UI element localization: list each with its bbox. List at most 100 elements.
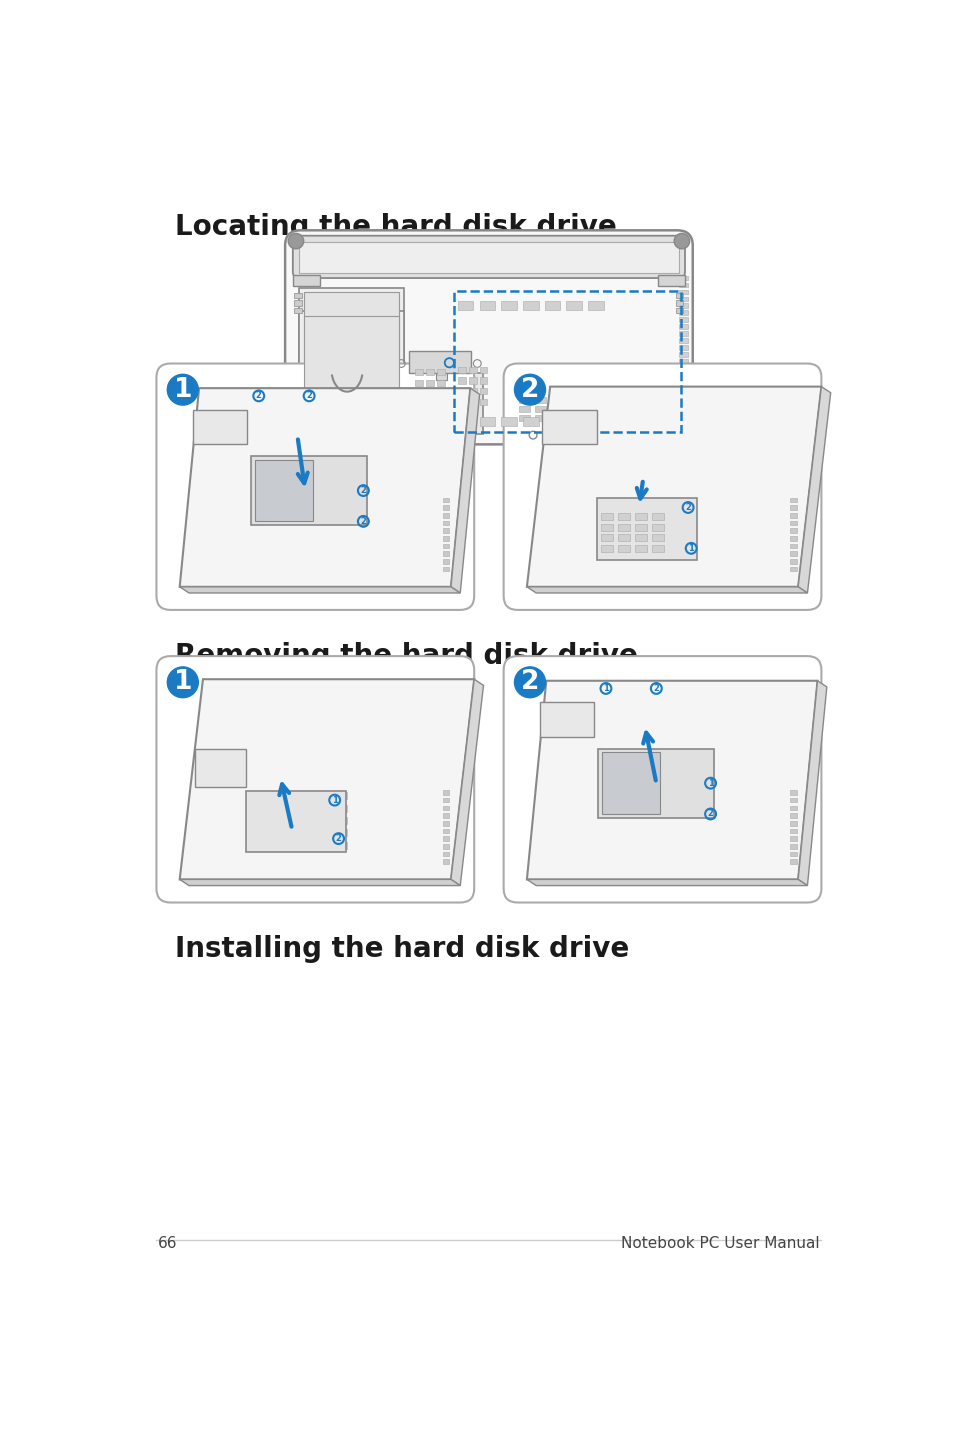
Text: 2: 2 xyxy=(306,391,312,400)
Text: 2: 2 xyxy=(335,834,341,843)
Bar xyxy=(617,545,629,552)
Bar xyxy=(443,567,449,571)
Bar xyxy=(443,513,449,518)
Bar xyxy=(193,410,247,444)
Bar xyxy=(790,498,796,502)
Bar xyxy=(500,301,517,311)
Bar xyxy=(415,401,422,407)
Bar xyxy=(679,311,687,315)
Bar xyxy=(534,416,545,421)
Bar xyxy=(249,830,261,837)
Bar xyxy=(468,377,476,384)
Text: 2: 2 xyxy=(255,391,261,400)
Bar xyxy=(317,805,330,811)
Bar xyxy=(468,388,476,394)
Bar xyxy=(443,837,449,841)
Polygon shape xyxy=(451,679,483,886)
Text: 2: 2 xyxy=(653,684,659,693)
Bar xyxy=(409,351,471,372)
Bar xyxy=(790,828,796,833)
Bar xyxy=(443,559,449,564)
Circle shape xyxy=(674,233,689,249)
Bar xyxy=(294,293,302,298)
Bar xyxy=(249,817,261,824)
Bar xyxy=(679,360,687,364)
FancyBboxPatch shape xyxy=(156,364,474,610)
Bar xyxy=(443,805,449,810)
Polygon shape xyxy=(798,680,826,886)
Polygon shape xyxy=(526,680,817,880)
Bar xyxy=(500,417,517,426)
Bar xyxy=(550,406,560,413)
Bar xyxy=(790,521,796,525)
Bar xyxy=(675,293,682,298)
Bar xyxy=(317,817,330,824)
Circle shape xyxy=(167,374,198,406)
Bar xyxy=(300,830,313,837)
Bar xyxy=(298,311,403,430)
FancyBboxPatch shape xyxy=(285,230,692,444)
Bar xyxy=(479,367,487,372)
Bar xyxy=(790,837,796,841)
Polygon shape xyxy=(526,387,821,587)
Bar xyxy=(566,301,581,311)
Bar xyxy=(436,371,447,381)
Bar xyxy=(544,417,559,426)
Bar xyxy=(443,521,449,525)
Bar xyxy=(436,391,444,397)
Bar xyxy=(436,401,444,407)
Bar xyxy=(436,370,444,375)
Polygon shape xyxy=(179,388,470,587)
Bar xyxy=(790,851,796,856)
Bar xyxy=(443,844,449,848)
Bar xyxy=(679,352,687,357)
Bar xyxy=(679,331,687,336)
Text: 1: 1 xyxy=(332,795,337,805)
Bar xyxy=(790,551,796,557)
Bar xyxy=(426,401,434,407)
Polygon shape xyxy=(526,587,806,592)
Bar xyxy=(426,380,434,385)
Circle shape xyxy=(674,426,689,441)
Bar xyxy=(518,397,530,403)
FancyBboxPatch shape xyxy=(503,364,821,610)
Bar xyxy=(443,851,449,856)
Bar xyxy=(679,338,687,342)
Bar xyxy=(790,536,796,541)
FancyBboxPatch shape xyxy=(156,656,474,903)
Bar xyxy=(679,289,687,295)
Bar xyxy=(679,372,687,377)
Bar xyxy=(443,498,449,502)
Text: 2: 2 xyxy=(520,377,538,403)
Bar xyxy=(415,380,422,385)
Bar xyxy=(518,416,530,421)
Bar xyxy=(468,398,476,406)
Bar xyxy=(298,242,679,273)
Bar xyxy=(599,535,612,541)
Bar xyxy=(544,301,559,311)
Bar xyxy=(249,841,261,848)
Bar xyxy=(599,523,612,531)
Bar xyxy=(283,830,295,837)
Bar xyxy=(679,296,687,301)
Polygon shape xyxy=(526,880,806,886)
Bar xyxy=(599,545,612,552)
Bar xyxy=(634,523,646,531)
Text: 2: 2 xyxy=(360,516,366,526)
Bar xyxy=(522,301,537,311)
Bar xyxy=(587,301,603,311)
Bar xyxy=(651,523,663,531)
Bar xyxy=(587,417,603,426)
Bar xyxy=(300,805,313,811)
Text: Removing the hard disk drive: Removing the hard disk drive xyxy=(174,643,638,670)
Bar xyxy=(534,397,545,403)
Bar xyxy=(303,316,398,426)
Bar xyxy=(457,367,465,372)
Bar xyxy=(601,752,659,814)
Text: 2: 2 xyxy=(360,486,366,495)
Text: 1: 1 xyxy=(687,544,694,552)
Bar xyxy=(335,805,347,811)
Bar xyxy=(300,792,313,800)
Bar xyxy=(534,406,545,413)
Bar xyxy=(443,789,449,795)
